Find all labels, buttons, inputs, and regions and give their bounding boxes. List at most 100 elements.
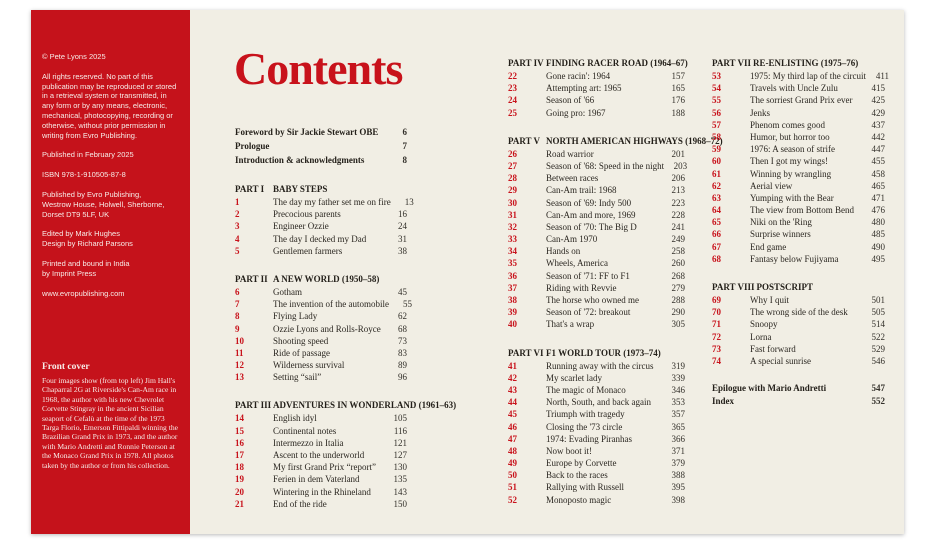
toc-row: 26 Road warrior 201: [508, 148, 685, 160]
chapter-title: Continental notes: [273, 425, 337, 436]
chapter-title: Closing the '73 circle: [546, 421, 623, 432]
part-title: FINDING RACER ROAD (1964–67): [546, 58, 688, 68]
part-title: NORTH AMERICAN HIGHWAYS (1968–72): [546, 135, 723, 146]
chapter-number: 29: [508, 185, 517, 196]
front-matter-row: Prologue 7: [235, 139, 407, 153]
front-cover-heading: Front cover: [42, 362, 90, 372]
chapter-title: English idyl: [273, 413, 317, 424]
back-matter-row: Epilogue with Mario Andretti 547: [712, 382, 885, 395]
toc-part-section: PART V NORTH AMERICAN HIGHWAYS (1968–72) 2…: [508, 135, 723, 331]
page-number: 490: [871, 241, 886, 252]
chapter-number: 69: [712, 295, 721, 305]
chapter-number: 45: [508, 409, 517, 420]
chapter-number: 18: [235, 462, 244, 473]
toc-row: 40 That's a wrap 305: [508, 318, 685, 330]
page-number: 288: [671, 295, 686, 305]
page-number: 6: [402, 127, 408, 137]
chapter-title: Riding with Revvie: [546, 282, 617, 293]
page-number: 495: [871, 253, 886, 264]
chapter-title: Running away with the circus: [546, 360, 654, 371]
isbn: ISBN 978-1-910505-87-8: [42, 170, 126, 180]
chapter-title: The view from Bottom Bend: [750, 205, 854, 216]
chapter-title: The invention of the automobile: [273, 299, 389, 310]
page-number: 203: [673, 160, 688, 171]
toc-row: 60 Then I got my wings! 455: [712, 155, 885, 167]
page-number: 485: [871, 229, 886, 240]
chapter-number: 38: [508, 295, 517, 305]
chapter-number: 10: [235, 335, 244, 346]
chapter-number: 42: [508, 372, 517, 383]
page-number: 150: [393, 498, 408, 509]
chapter-title: Can-Am and more, 1969: [546, 209, 636, 220]
toc-row: 67 End game 490: [712, 241, 885, 253]
chapter-number: 53: [712, 71, 721, 81]
toc-row: 39 Season of '72: breakout 290: [508, 306, 685, 318]
chapter-number: 49: [508, 458, 517, 469]
chapter-number: 27: [508, 160, 517, 171]
chapter-number: 47: [508, 433, 517, 444]
chapter-number: 41: [508, 360, 517, 371]
page-number: 371: [671, 445, 686, 456]
page-number: 16: [398, 209, 407, 220]
page-number: 447: [871, 144, 886, 155]
chapter-title: Rallying with Russell: [546, 482, 625, 493]
chapter-number: 48: [508, 445, 517, 456]
chapter-title: Can-Am trail: 1968: [546, 185, 617, 196]
entry-title: Prologue: [235, 141, 270, 151]
toc-row: 53 1975: My third lap of the circuit 411: [712, 70, 889, 82]
chapter-number: 15: [235, 425, 244, 436]
chapter-number: 20: [235, 486, 244, 497]
chapter-number: 39: [508, 307, 517, 318]
toc-row: 36 Season of '71: FF to F1 268: [508, 270, 685, 282]
chapter-number: 74: [712, 355, 721, 366]
chapter-title: Going pro: 1967: [546, 107, 606, 118]
toc-row: 43 The magic of Monaco 346: [508, 384, 685, 396]
page-number: 223: [671, 197, 686, 208]
toc-column-1: Foreword by Sir Jackie Stewart OBE 6 Prolo…: [235, 125, 456, 510]
chapter-number: 59: [712, 144, 721, 155]
toc-row: 4 The day I decked my Dad 31: [235, 233, 407, 245]
chapter-title: The magic of Monaco: [546, 384, 626, 395]
toc-row: 68 Fantasy below Fujiyama 495: [712, 253, 885, 265]
publication-date: Published in February 2025: [42, 150, 134, 160]
toc-row: 50 Back to the races 388: [508, 469, 685, 481]
page-number: 429: [871, 107, 886, 118]
chapter-title: End game: [750, 241, 787, 252]
printing-credit: Printed and bound in India by Imprint Pr…: [42, 258, 130, 278]
book-spread: © Pete Lyons 2025 All rights reserved. N…: [31, 10, 904, 534]
chapter-number: 35: [508, 258, 517, 269]
part-title: F1 WORLD TOUR (1973–74): [546, 347, 661, 358]
chapter-title: Aerial view: [750, 180, 793, 191]
page-number: 55: [402, 299, 412, 310]
toc-row: 46 Closing the '73 circle 365: [508, 421, 685, 433]
chapter-title: Now boot it!: [546, 445, 592, 456]
chapter-title: Gone racin': 1964: [546, 71, 611, 81]
chapter-title: Ferien in dem Vaterland: [273, 474, 360, 485]
toc-row: 14 English idyl 105: [235, 412, 407, 424]
chapter-number: 32: [508, 221, 517, 232]
toc-row: 6 Gotham 45: [235, 286, 407, 298]
page-number: 13: [404, 197, 414, 207]
page-number: 437: [871, 119, 886, 130]
chapter-title: Wheels, America: [546, 258, 608, 269]
chapter-number: 12: [235, 360, 244, 371]
chapter-title: The day my father set me on fire: [273, 197, 391, 207]
page-number: 339: [671, 372, 686, 383]
page-number: 455: [871, 156, 886, 167]
page-number: 522: [871, 331, 886, 342]
toc-row: 48 Now boot it! 371: [508, 445, 685, 457]
toc-row: 65 Niki on the 'Ring 480: [712, 216, 885, 228]
part-label: PART I: [235, 184, 265, 194]
chapter-title: Season of '68: Speed in the night: [546, 160, 665, 171]
page-number: 268: [671, 270, 686, 281]
part-heading: PART II A NEW WORLD (1950–58): [235, 273, 407, 286]
page-number: 31: [398, 233, 407, 244]
chapter-title: Triumph with tragedy: [546, 409, 625, 420]
chapter-title: Lorna: [750, 331, 772, 342]
front-matter-list: Foreword by Sir Jackie Stewart OBE 6 Prolo…: [235, 125, 407, 167]
part-label: PART VI: [508, 347, 544, 358]
page-number: 127: [393, 450, 408, 460]
chapter-title: Winning by wrangling: [750, 168, 832, 179]
page-number: 398: [671, 494, 686, 505]
chapter-title: Season of '70: The Big D: [546, 221, 637, 232]
